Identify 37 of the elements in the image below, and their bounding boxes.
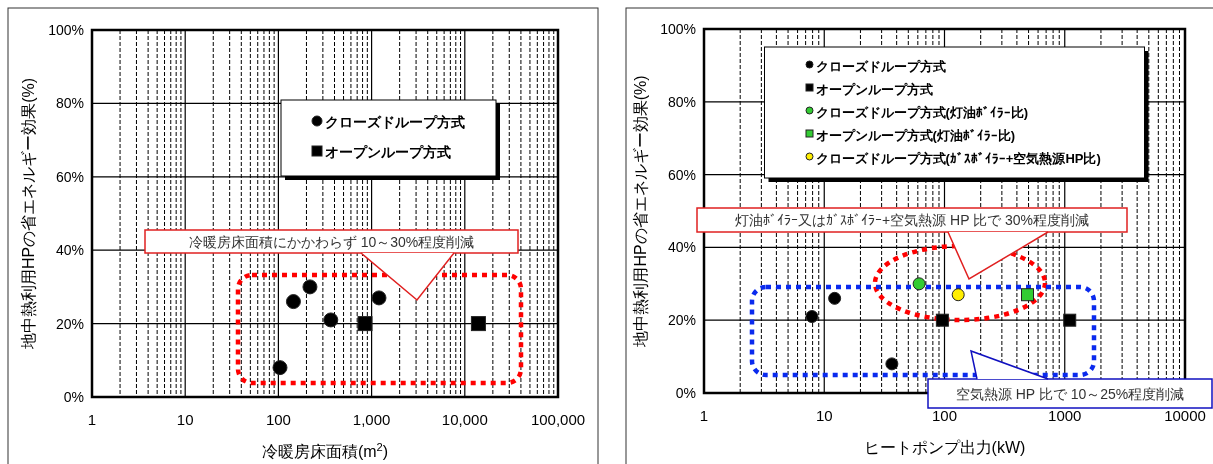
x-tick-label: 1000: [1048, 407, 1082, 424]
x-tick-label: 100,000: [530, 411, 586, 428]
legend-label: オープンループ方式: [815, 81, 933, 97]
legend-label: クローズドループ方式: [325, 114, 465, 130]
y-tick-label: 60%: [667, 166, 696, 183]
y-tick-label: 20%: [667, 312, 696, 329]
legend-label: オープンループ方式: [325, 144, 451, 160]
annotation: 冷暖房床面積にかかわらず 10～30%程度削減: [188, 233, 475, 250]
y-tick-label: 100%: [48, 22, 84, 38]
y-tick-label: 0%: [675, 385, 696, 401]
y-axis-title: 地中熱利用HPの省エネルギー効果(%): [632, 75, 649, 348]
x-tick-label: 1: [87, 411, 97, 428]
x-tick-label: 100: [265, 411, 291, 428]
x-axis-title: 冷暖房床面積(m$^{2}$): [261, 441, 389, 460]
annotation: 灯油ﾎﾞｲﾗｰ又はｶﾞｽﾎﾞｲﾗｰ+空気熱源 HP 比で 30%程度削減: [734, 212, 1090, 228]
x-tick-label: 10: [815, 407, 833, 424]
y-tick-label: 0%: [63, 389, 84, 405]
y-tick-label: 80%: [667, 93, 696, 110]
x-tick-label: 10,000: [441, 411, 488, 428]
x-axis-title: ヒートポンプ出力(kW): [863, 439, 1026, 456]
x-tick-label: 10: [176, 411, 194, 428]
y-tick-label: 60%: [55, 168, 84, 185]
legend-label: クローズドループ方式(灯油ﾎﾞｲﾗｰ比): [815, 104, 1029, 120]
x-tick-label: 100: [931, 407, 958, 424]
legend-label: クローズドループ方式(ｶﾞｽﾎﾞｲﾗｰ+空気熱源HP比): [815, 150, 1101, 166]
legend-label: クローズドループ方式: [815, 58, 946, 74]
y-tick-label: 20%: [55, 315, 84, 332]
legend-label: オープンループ方式(灯油ﾎﾞｲﾗｰ比): [815, 127, 1016, 143]
y-tick-label: 80%: [55, 95, 84, 112]
y-axis-title: 地中熱利用HPの省エネルギー効果(%): [20, 77, 37, 351]
x-tick-label: 1,000: [352, 411, 391, 428]
annotation: 空気熱源 HP 比で 10～25%程度削減: [955, 385, 1185, 402]
x-tick-label: 1: [699, 407, 709, 424]
y-tick-label: 40%: [55, 242, 84, 259]
y-tick-label: 100%: [660, 21, 696, 37]
x-tick-label: 10000: [1164, 407, 1206, 424]
y-tick-label: 40%: [667, 239, 696, 256]
